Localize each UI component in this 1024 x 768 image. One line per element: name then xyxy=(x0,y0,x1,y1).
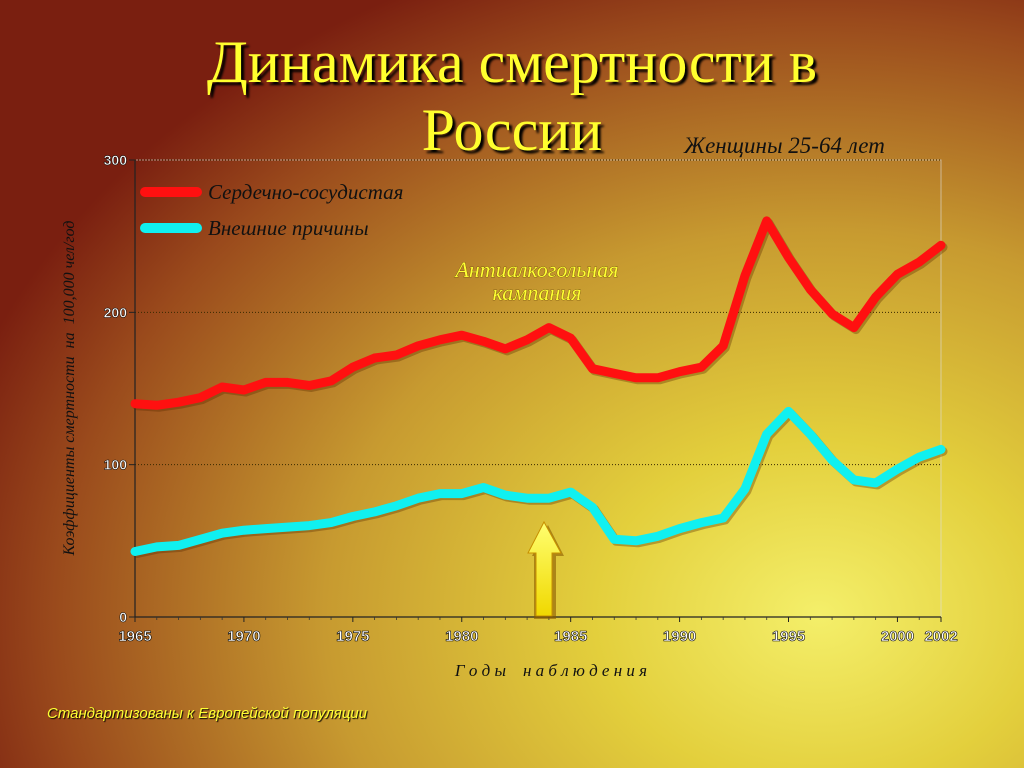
x-tick-label-1995: 1995 xyxy=(772,628,805,645)
title-line-2: России xyxy=(421,97,603,163)
x-tick-label-1970: 1970 xyxy=(227,628,260,645)
legend-label-0: Сердечно-сосудистая xyxy=(208,180,403,204)
legend-label-1: Внешние причины xyxy=(208,216,369,240)
grid xyxy=(135,159,941,466)
y-tick-label-0: 0 xyxy=(119,609,127,625)
legend: Сердечно-сосудистая Внешние причины xyxy=(140,180,403,240)
title-line-1: Динамика смертности в xyxy=(206,29,818,95)
x-tick-label-2002: 2002 xyxy=(924,628,957,645)
chart-subtitle: Женщины 25-64 лет xyxy=(684,133,885,158)
series-line-1 xyxy=(130,406,946,556)
x-tick-label-1990: 1990 xyxy=(663,628,696,645)
x-tick-label-1980: 1980 xyxy=(445,628,478,645)
y-tick-label-300: 300 xyxy=(104,152,128,168)
series-shadow-0 xyxy=(132,218,948,412)
slide-title: Динамика смертности в России xyxy=(0,28,1024,164)
x-ticks: 1965 1970 1975 1980 1985 1990 1995 2000 2002 xyxy=(118,617,958,645)
x-tick-label-1985: 1985 xyxy=(554,628,587,645)
x-tick-label-2000: 2000 xyxy=(881,628,914,645)
series xyxy=(130,216,948,558)
x-tick-label-1975: 1975 xyxy=(336,628,369,645)
footnote: Стандартизованы к Европейской популяции xyxy=(47,705,368,722)
annotation-line-1: Антиалкогольная xyxy=(453,257,618,282)
y-ticks: 0 100 200 300 xyxy=(103,152,135,625)
x-tick-label-1965: 1965 xyxy=(118,628,151,645)
campaign-arrow xyxy=(527,520,564,619)
x-axis-label: Г о д ы н а б л ю д е н и я xyxy=(454,661,647,680)
annotation-line-2: кампания xyxy=(493,280,582,305)
y-axis-label: Коэффициенты смертности на 100,000 чел/г… xyxy=(61,221,78,557)
y-tick-label-100: 100 xyxy=(104,457,128,473)
series-line-0 xyxy=(130,216,946,410)
y-tick-label-200: 200 xyxy=(104,304,128,320)
